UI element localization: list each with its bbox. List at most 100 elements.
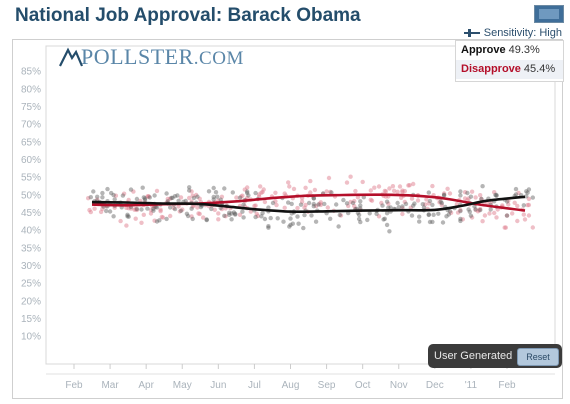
approve-poll-dot [480,184,485,189]
approve-poll-dot [262,216,268,222]
disapprove-poll-dot [254,211,259,216]
disapprove-poll-dot [379,200,384,206]
disapprove-poll-dot [194,192,199,198]
disapprove-poll-dot [139,220,144,225]
approve-poll-dot [420,202,425,207]
disapprove-poll-dot [516,190,521,196]
x-tick-label: Jun [210,380,226,391]
approve-poll-dot [426,212,431,218]
approve-poll-dot [142,196,148,201]
approve-poll-dot [421,205,427,210]
disapprove-poll-dot [216,217,221,222]
disapprove-poll-dot [100,206,105,212]
disapprove-poll-dot [526,196,532,202]
approve-poll-dot [356,216,362,222]
approve-poll-dot [290,221,295,226]
reset-button[interactable]: Reset [517,348,559,366]
approve-poll-dot [322,201,327,207]
disapprove-poll-dot [360,179,365,185]
disapprove-poll-dot [131,189,136,194]
disapprove-poll-dot [258,184,263,189]
y-tick-label: 55% [21,173,41,184]
approve-poll-dot [141,195,146,200]
disapprove-poll-dot [353,188,358,194]
approve-poll-dot [107,209,113,214]
approve-poll-dot [361,195,366,200]
approve-poll-dot [195,194,200,199]
disapprove-poll-dot [494,215,499,220]
disapprove-poll-dot [439,202,444,208]
approve-poll-dot [164,216,169,222]
approve-poll-dot [344,201,350,206]
disapprove-poll-dot [441,191,447,196]
approve-poll-dot [253,190,258,196]
approve-poll-dot [100,190,105,196]
chart-panel [12,39,563,399]
y-tick-label: 65% [21,137,41,148]
approve-poll-dot [479,196,484,202]
disapprove-poll-dot [201,215,206,220]
approve-poll-dot [253,214,258,220]
disapprove-poll-dot [409,196,415,201]
approve-poll-dot [241,202,246,207]
disapprove-poll-dot [397,184,403,189]
approve-poll-dot [95,194,100,199]
legend-approve[interactable]: Approve 49.3% [456,41,563,60]
approve-poll-dot [426,212,431,217]
approve-poll-dot [384,199,390,204]
disapprove-poll-dot [462,190,468,195]
approve-poll-dot [411,203,416,208]
y-tick-label: 30% [21,261,41,272]
y-tick-label: 80% [21,84,41,95]
approve-poll-dot [211,185,216,191]
approve-poll-dot [400,204,405,209]
approve-poll-dot [525,190,530,195]
x-tick-label: '11 [465,380,478,391]
disapprove-poll-dot [87,207,92,213]
disapprove-poll-dot [383,189,389,194]
approve-poll-dot [176,198,181,203]
y-tick-label: 50% [21,190,41,201]
disapprove-poll-dot [348,199,353,205]
disapprove-poll-dot [352,198,357,204]
approve-poll-dot [350,200,356,206]
disapprove-poll-dot [113,193,119,198]
approve-poll-dot [184,211,190,216]
disapprove-poll-dot [189,189,194,194]
approve-poll-dot [169,195,174,201]
approve-poll-dot [396,205,401,210]
slider-icon [463,29,480,38]
approve-poll-dot [172,206,178,212]
approve-poll-dot [336,224,341,229]
disapprove-poll-dot [445,186,450,191]
approve-poll-dot [145,206,150,211]
disapprove-poll-dot [387,186,392,191]
expand-icon[interactable] [534,5,564,23]
disapprove-poll-dot [308,178,313,184]
y-tick-label: 25% [21,279,41,290]
disapprove-poll-dot [154,188,160,194]
approve-poll-dot [524,194,529,199]
disapprove-poll-dot [133,207,138,212]
approve-poll-dot [120,193,126,198]
approve-poll-dot [168,205,173,210]
disapprove-poll-dot [480,219,485,224]
disapprove-poll-dot [168,213,173,219]
legend-disapprove[interactable]: Disapprove 45.4% [456,60,563,79]
approve-poll-dot [426,190,431,195]
approve-poll-dot [504,199,510,204]
disapprove-poll-dot [415,198,421,203]
disapprove-poll-dot [187,195,192,201]
disapprove-poll-dot [502,225,507,230]
sensitivity-control[interactable]: Sensitivity: High [463,27,562,39]
sensitivity-label: Sensitivity: High [483,27,562,39]
disapprove-poll-dot [487,211,492,216]
disapprove-poll-dot [352,203,357,209]
approve-poll-dot [183,198,188,204]
disapprove-poll-dot [141,212,146,217]
approve-poll-dot [521,203,526,208]
approve-poll-dot [189,206,194,211]
approve-poll-dot [316,202,321,207]
plot-area [45,45,556,365]
